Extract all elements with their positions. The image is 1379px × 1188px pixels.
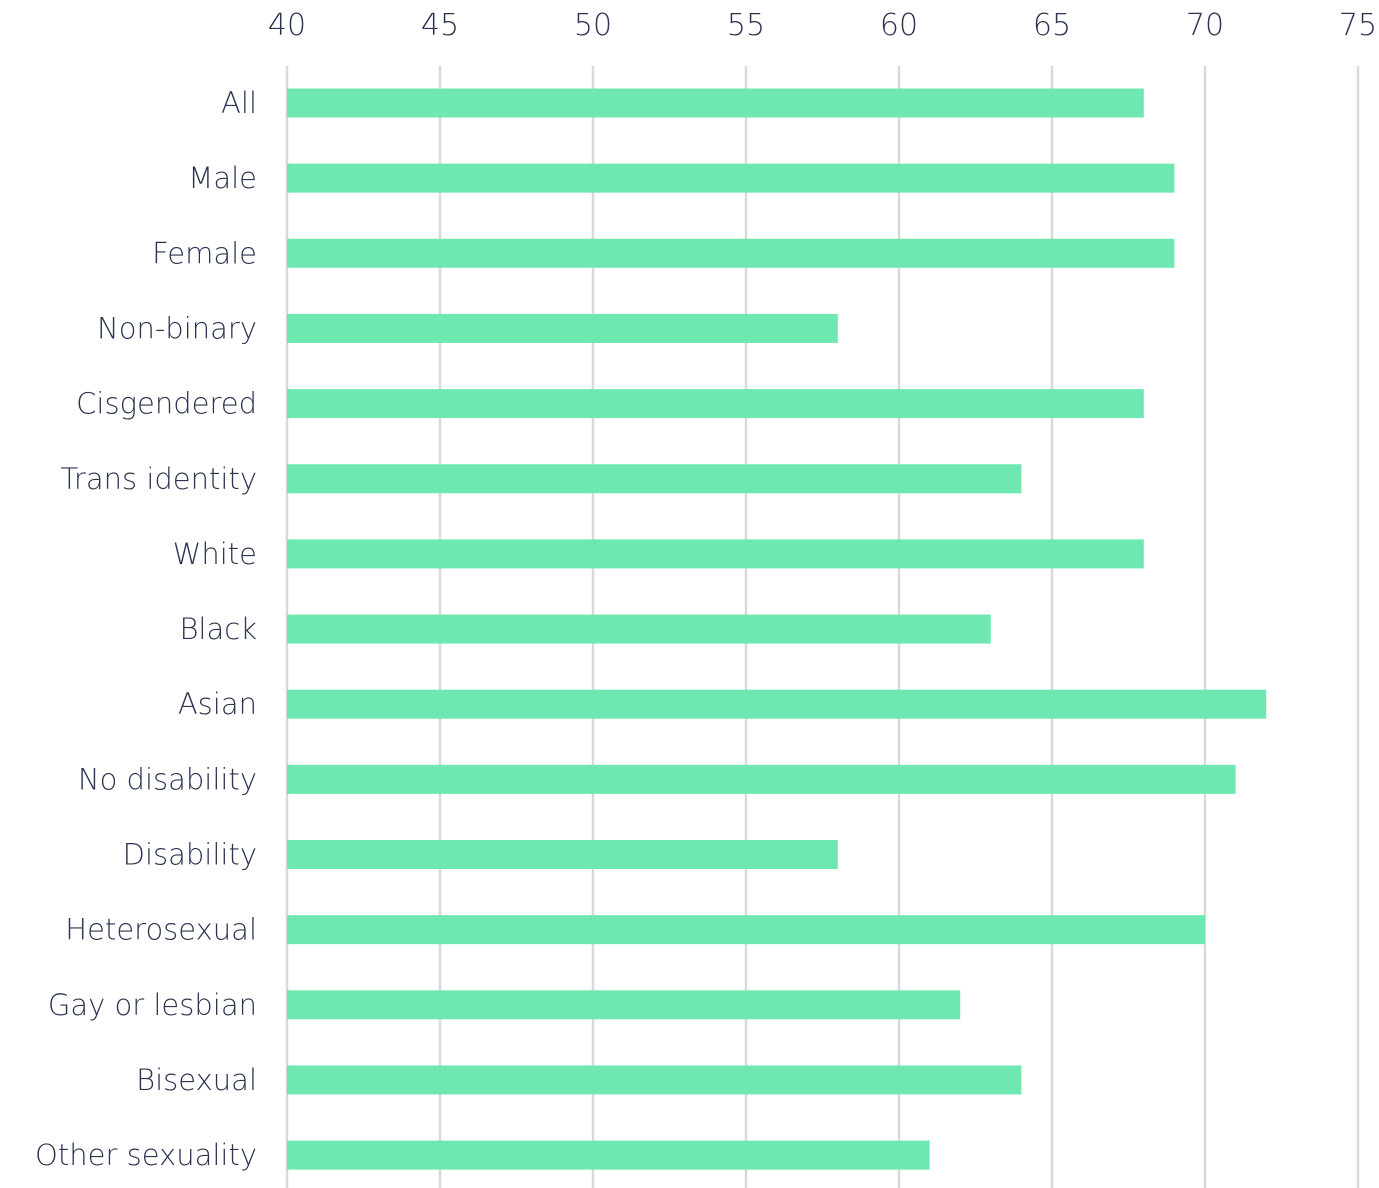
bar-heterosexual (287, 915, 1205, 945)
bar-asian (287, 689, 1267, 719)
bar-gay-or-lesbian (287, 990, 961, 1020)
bar-disability (287, 840, 838, 869)
bar-female (287, 238, 1175, 268)
category-label: Asian (178, 687, 257, 721)
x-tick-label: 45 (421, 8, 459, 43)
x-tick-label: 65 (1033, 8, 1071, 43)
x-tick-label: 70 (1186, 8, 1224, 43)
category-labels: All Male Female Non-binary Cisgendered Trans … (35, 86, 257, 1172)
category-label: Other sexuality (35, 1138, 257, 1172)
bar-trans-identity (287, 464, 1022, 494)
category-label: Non-binary (97, 311, 257, 345)
category-label: Female (152, 236, 257, 270)
x-tick-label: 60 (880, 8, 918, 43)
category-label: White (173, 537, 257, 571)
category-label: All (221, 86, 257, 120)
bar-black (287, 614, 991, 644)
category-label: Gay or lesbian (48, 988, 257, 1022)
category-label: No disability (78, 762, 257, 796)
bar-non-binary (287, 313, 838, 343)
bar-white (287, 539, 1144, 569)
category-label: Male (188, 161, 257, 195)
x-tick-label: 40 (268, 8, 306, 43)
category-label: Heterosexual (65, 913, 257, 947)
bar-all (287, 88, 1144, 118)
category-label: Cisgendered (76, 387, 257, 421)
x-tick-label: 55 (727, 8, 765, 43)
x-tick-label: 75 (1339, 8, 1377, 43)
bar-bisexual (287, 1065, 1022, 1095)
x-tick-label: 50 (574, 8, 612, 43)
bar-male (287, 163, 1175, 193)
x-axis-ticks: 40 45 50 55 60 65 70 75 (268, 8, 1377, 43)
category-label: Trans identity (60, 462, 257, 496)
bar-other-sexuality (287, 1140, 930, 1170)
category-label: Disability (123, 838, 257, 872)
bar-cisgendered (287, 389, 1144, 419)
bar-no-disability (287, 764, 1236, 794)
category-label: Black (179, 612, 257, 646)
category-label: Bisexual (136, 1063, 257, 1097)
bars (287, 88, 1267, 1170)
